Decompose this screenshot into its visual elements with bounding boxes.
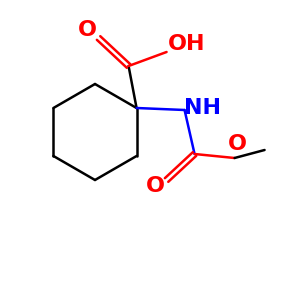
Text: NH: NH bbox=[184, 98, 221, 118]
Text: O: O bbox=[228, 134, 247, 154]
Text: O: O bbox=[78, 20, 97, 40]
Text: O: O bbox=[146, 176, 165, 196]
Text: OH: OH bbox=[168, 34, 205, 54]
